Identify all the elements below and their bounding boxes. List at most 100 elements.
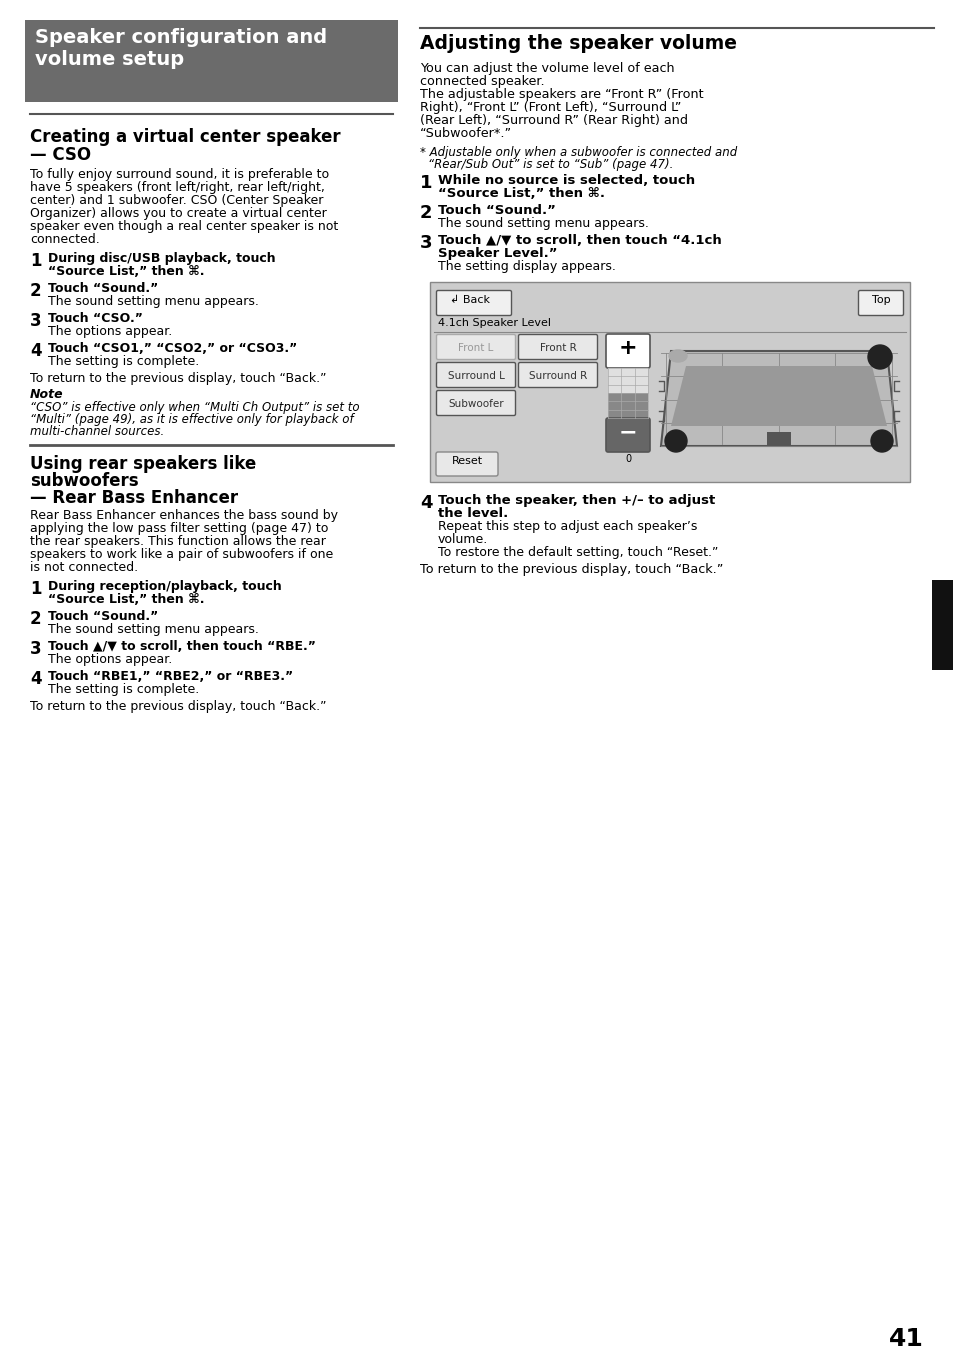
Text: 0: 0 — [624, 454, 630, 464]
Text: 41: 41 — [888, 1328, 923, 1351]
Text: 1: 1 — [30, 251, 42, 270]
FancyBboxPatch shape — [436, 291, 511, 315]
Text: To return to the previous display, touch “Back.”: To return to the previous display, touch… — [419, 562, 722, 576]
Text: Top: Top — [871, 295, 889, 306]
Text: The setting display appears.: The setting display appears. — [437, 260, 616, 273]
Text: Surround R: Surround R — [528, 370, 586, 381]
Text: Touch “CSO.”: Touch “CSO.” — [48, 312, 143, 324]
Text: multi-channel sources.: multi-channel sources. — [30, 425, 164, 438]
Ellipse shape — [668, 350, 686, 362]
Text: Creating a virtual center speaker: Creating a virtual center speaker — [30, 128, 340, 146]
Circle shape — [664, 430, 686, 452]
FancyBboxPatch shape — [518, 362, 597, 388]
FancyBboxPatch shape — [436, 334, 515, 360]
Text: speakers to work like a pair of subwoofers if one: speakers to work like a pair of subwoofe… — [30, 548, 333, 561]
Text: ↲ Back: ↲ Back — [450, 295, 490, 306]
Text: 3: 3 — [30, 639, 42, 658]
Text: The setting is complete.: The setting is complete. — [48, 683, 199, 696]
Text: volume.: volume. — [437, 533, 488, 546]
Bar — [607, 393, 647, 418]
Text: 4.1ch Speaker Level: 4.1ch Speaker Level — [437, 318, 551, 329]
Text: Touch ▲/▼ to scroll, then touch “RBE.”: Touch ▲/▼ to scroll, then touch “RBE.” — [48, 639, 315, 653]
Text: volume setup: volume setup — [35, 50, 184, 69]
Text: applying the low pass filter setting (page 47) to: applying the low pass filter setting (pa… — [30, 522, 328, 535]
Text: — Rear Bass Enhancer: — Rear Bass Enhancer — [30, 489, 238, 507]
Text: Touch “Sound.”: Touch “Sound.” — [48, 283, 158, 295]
Text: * Adjustable only when a subwoofer is connected and: * Adjustable only when a subwoofer is co… — [419, 146, 737, 160]
Text: “Source List,” then ⌘.: “Source List,” then ⌘. — [48, 594, 204, 606]
Text: “CSO” is effective only when “Multi Ch Output” is set to: “CSO” is effective only when “Multi Ch O… — [30, 402, 359, 414]
Text: Note: Note — [30, 388, 64, 402]
Bar — [430, 283, 909, 483]
Text: “Subwoofer*.”: “Subwoofer*.” — [419, 127, 512, 141]
Text: “Source List,” then ⌘.: “Source List,” then ⌘. — [48, 265, 204, 279]
Text: Speaker configuration and: Speaker configuration and — [35, 28, 327, 47]
Text: The adjustable speakers are “Front R” (Front: The adjustable speakers are “Front R” (F… — [419, 88, 703, 101]
Text: The options appear.: The options appear. — [48, 324, 172, 338]
FancyBboxPatch shape — [858, 291, 902, 315]
Text: 3: 3 — [419, 234, 432, 251]
Text: “Source List,” then ⌘.: “Source List,” then ⌘. — [437, 187, 604, 200]
Text: −: − — [618, 422, 637, 442]
Text: Surround L: Surround L — [447, 370, 504, 381]
Text: “Multi” (page 49), as it is effective only for playback of: “Multi” (page 49), as it is effective on… — [30, 412, 354, 426]
Text: 1: 1 — [30, 580, 42, 598]
Text: “Rear/Sub Out” is set to “Sub” (page 47).: “Rear/Sub Out” is set to “Sub” (page 47)… — [428, 158, 673, 170]
Text: 2: 2 — [419, 204, 432, 222]
Text: While no source is selected, touch: While no source is selected, touch — [437, 174, 695, 187]
Text: 2: 2 — [30, 283, 42, 300]
Text: Subwoofer: Subwoofer — [448, 399, 503, 410]
Text: The setting is complete.: The setting is complete. — [48, 356, 199, 368]
Text: Organizer) allows you to create a virtual center: Organizer) allows you to create a virtua… — [30, 207, 327, 220]
FancyBboxPatch shape — [605, 418, 649, 452]
Text: Front R: Front R — [539, 343, 576, 353]
Text: The sound setting menu appears.: The sound setting menu appears. — [48, 295, 258, 308]
Text: the level.: the level. — [437, 507, 508, 521]
Text: connected.: connected. — [30, 233, 100, 246]
Text: To restore the default setting, touch “Reset.”: To restore the default setting, touch “R… — [437, 546, 718, 558]
FancyBboxPatch shape — [436, 391, 515, 415]
Text: 3: 3 — [30, 312, 42, 330]
Text: subwoofers: subwoofers — [30, 472, 138, 489]
Text: 2: 2 — [30, 610, 42, 627]
Circle shape — [870, 430, 892, 452]
Text: Touch “Sound.”: Touch “Sound.” — [437, 204, 556, 218]
Text: To fully enjoy surround sound, it is preferable to: To fully enjoy surround sound, it is pre… — [30, 168, 329, 181]
Text: You can adjust the volume level of each: You can adjust the volume level of each — [419, 62, 674, 74]
Circle shape — [867, 345, 891, 369]
Text: During disc/USB playback, touch: During disc/USB playback, touch — [48, 251, 275, 265]
FancyBboxPatch shape — [436, 452, 497, 476]
Text: The options appear.: The options appear. — [48, 653, 172, 667]
Text: Repeat this step to adjust each speaker’s: Repeat this step to adjust each speaker’… — [437, 521, 697, 533]
Text: is not connected.: is not connected. — [30, 561, 138, 575]
Text: the rear speakers. This function allows the rear: the rear speakers. This function allows … — [30, 535, 326, 548]
Text: Adjusting the speaker volume: Adjusting the speaker volume — [419, 34, 737, 53]
Bar — [25, 20, 397, 101]
FancyBboxPatch shape — [436, 362, 515, 388]
Text: Touch the speaker, then +/– to adjust: Touch the speaker, then +/– to adjust — [437, 493, 715, 507]
Text: Using rear speakers like: Using rear speakers like — [30, 456, 256, 473]
Text: 4: 4 — [30, 342, 42, 360]
Text: (Rear Left), “Surround R” (Rear Right) and: (Rear Left), “Surround R” (Rear Right) a… — [419, 114, 687, 127]
Text: Touch ▲/▼ to scroll, then touch “4.1ch: Touch ▲/▼ to scroll, then touch “4.1ch — [437, 234, 721, 247]
Polygon shape — [660, 352, 896, 446]
Text: have 5 speakers (front left/right, rear left/right,: have 5 speakers (front left/right, rear … — [30, 181, 325, 193]
Text: To return to the previous display, touch “Back.”: To return to the previous display, touch… — [30, 372, 326, 385]
Text: Touch “RBE1,” “RBE2,” or “RBE3.”: Touch “RBE1,” “RBE2,” or “RBE3.” — [48, 671, 293, 683]
Text: center) and 1 subwoofer. CSO (Center Speaker: center) and 1 subwoofer. CSO (Center Spe… — [30, 193, 323, 207]
Text: 1: 1 — [419, 174, 432, 192]
FancyBboxPatch shape — [518, 334, 597, 360]
FancyBboxPatch shape — [605, 334, 649, 368]
Bar — [607, 368, 647, 418]
Bar — [656, 331, 901, 461]
Text: — CSO: — CSO — [30, 146, 91, 164]
Text: The sound setting menu appears.: The sound setting menu appears. — [437, 218, 648, 230]
Polygon shape — [670, 366, 886, 426]
Text: During reception/playback, touch: During reception/playback, touch — [48, 580, 281, 594]
Text: 4: 4 — [419, 493, 432, 512]
Bar — [766, 433, 790, 446]
Text: Touch “Sound.”: Touch “Sound.” — [48, 610, 158, 623]
Text: +: + — [618, 338, 637, 358]
Text: The sound setting menu appears.: The sound setting menu appears. — [48, 623, 258, 635]
Text: Right), “Front L” (Front Left), “Surround L”: Right), “Front L” (Front Left), “Surroun… — [419, 101, 680, 114]
